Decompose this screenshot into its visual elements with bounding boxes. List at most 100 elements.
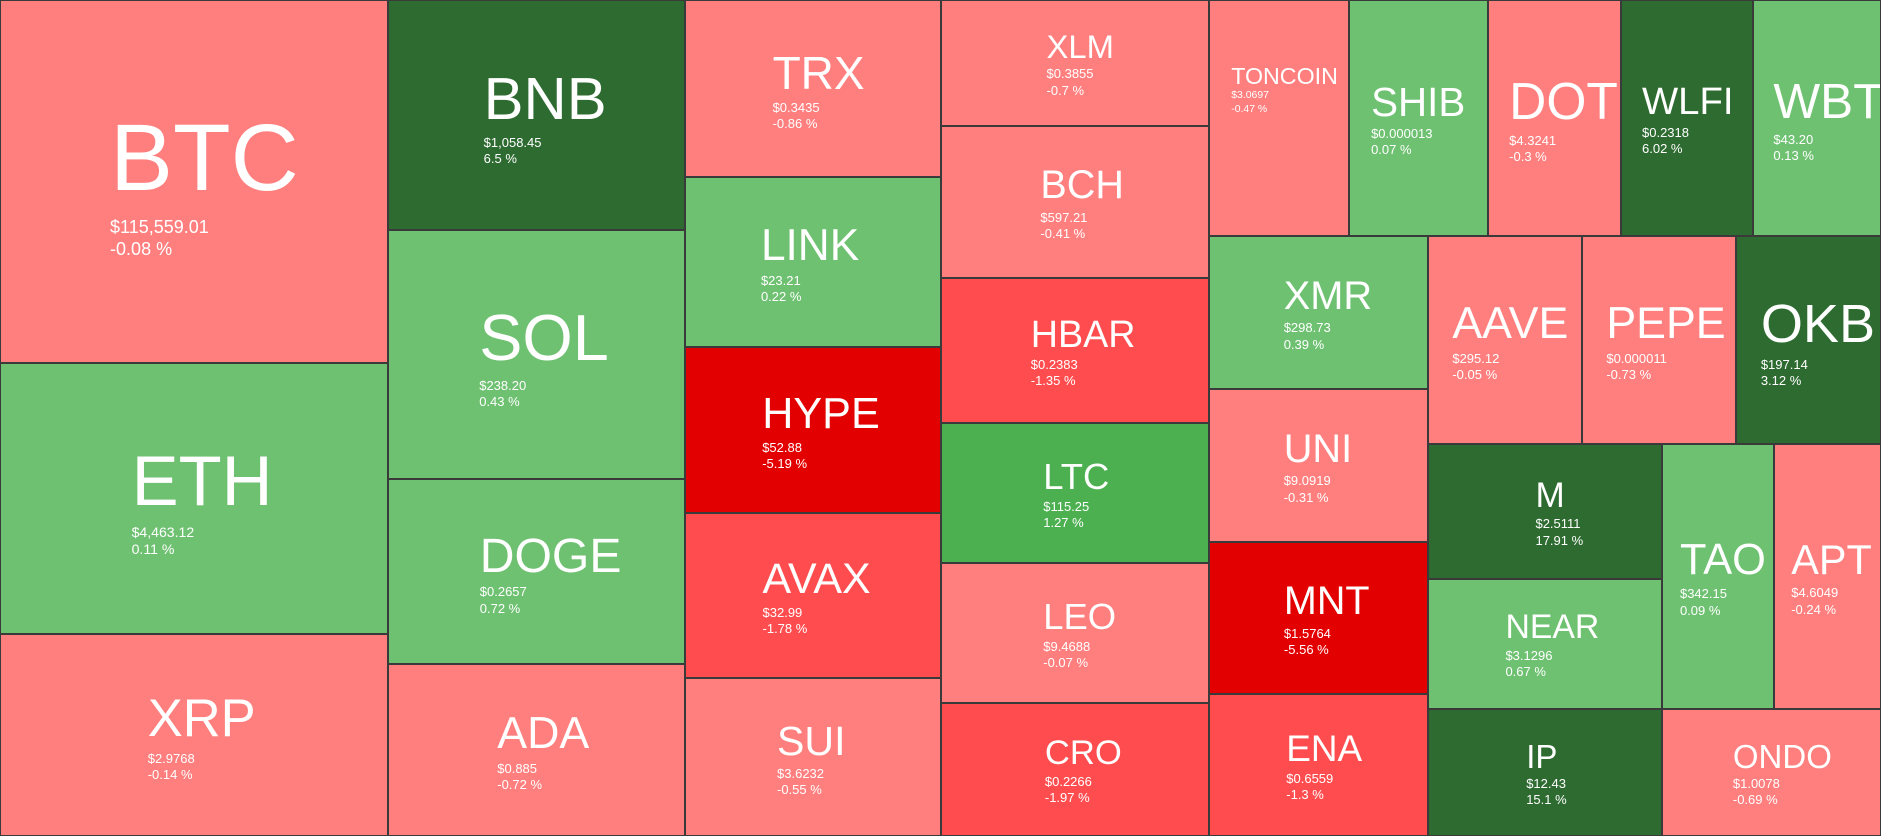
tile-price: $2.5111 — [1535, 516, 1581, 532]
tile-toncoin[interactable]: TONCOIN $3.0697 -0.47 % — [1209, 0, 1349, 236]
tile-sol[interactable]: SOL $238.20 0.43 % — [388, 230, 685, 479]
tile-price: $9.0919 — [1283, 473, 1331, 489]
tile-price: $1,058.45 — [483, 135, 542, 151]
tile-bch[interactable]: BCH $597.21 -0.41 % — [941, 126, 1209, 278]
tile-symbol: OKB — [1760, 294, 1876, 355]
tile-mnt[interactable]: MNT $1.5764 -5.56 % — [1209, 542, 1428, 694]
tile-ada[interactable]: ADA $0.885 -0.72 % — [388, 664, 685, 836]
tile-change: -0.31 % — [1283, 489, 1329, 505]
tile-symbol: IP — [1526, 738, 1558, 776]
tile-price: $597.21 — [1040, 209, 1088, 225]
tile-symbol: MNT — [1283, 579, 1370, 624]
tile-change: -0.3 % — [1509, 149, 1547, 165]
tile-symbol: HYPE — [762, 389, 880, 438]
tile-change: -1.3 % — [1286, 787, 1324, 803]
tile-symbol: XMR — [1283, 273, 1373, 318]
tile-bnb[interactable]: BNB $1,058.45 6.5 % — [388, 0, 685, 230]
tile-shib[interactable]: SHIB $0.000013 0.07 % — [1349, 0, 1488, 236]
tile-wlfi[interactable]: WLFI $0.2318 6.02 % — [1621, 0, 1753, 236]
tile-symbol: AAVE — [1452, 298, 1569, 348]
tile-symbol: XRP — [147, 688, 256, 748]
tile-xmr[interactable]: XMR $298.73 0.39 % — [1209, 236, 1428, 389]
tile-symbol: SUI — [777, 717, 846, 764]
tile-symbol: DOT — [1509, 72, 1618, 131]
tile-change: 0.07 % — [1371, 142, 1412, 158]
tile-btc[interactable]: BTC $115,559.01 -0.08 % — [0, 0, 388, 363]
tile-link[interactable]: LINK $23.21 0.22 % — [685, 177, 941, 347]
tile-change: 0.67 % — [1505, 664, 1546, 680]
tile-price: $342.15 — [1679, 586, 1727, 602]
tile-price: $0.000011 — [1606, 350, 1667, 366]
tile-pepe[interactable]: PEPE $0.000011 -0.73 % — [1582, 236, 1736, 444]
tile-xrp[interactable]: XRP $2.9768 -0.14 % — [0, 634, 388, 836]
tile-symbol: TAO — [1679, 535, 1766, 584]
tile-m[interactable]: M $2.5111 17.91 % — [1428, 444, 1662, 579]
tile-change: -0.72 % — [497, 777, 543, 793]
tile-change: -0.41 % — [1040, 225, 1086, 241]
tile-price: $52.88 — [762, 439, 802, 455]
tile-symbol: APT — [1791, 536, 1872, 583]
tile-price: $238.20 — [479, 377, 527, 393]
tile-sui[interactable]: SUI $3.6232 -0.55 % — [685, 678, 941, 836]
tile-price: $32.99 — [762, 605, 803, 621]
tile-eth[interactable]: ETH $4,463.12 0.11 % — [0, 363, 388, 634]
tile-avax[interactable]: AVAX $32.99 -1.78 % — [685, 513, 941, 678]
tile-change: -0.69 % — [1732, 792, 1778, 808]
tile-change: 6.5 % — [483, 151, 517, 167]
tile-ip[interactable]: IP $12.43 15.1 % — [1428, 709, 1662, 836]
tile-change: -0.14 % — [147, 766, 193, 782]
tile-price: $0.2657 — [479, 584, 527, 600]
tile-uni[interactable]: UNI $9.0919 -0.31 % — [1209, 389, 1428, 542]
tile-price: $295.12 — [1452, 350, 1500, 366]
tile-price: $4.6049 — [1791, 585, 1839, 601]
tile-price: $0.6559 — [1286, 770, 1334, 786]
tile-doge[interactable]: DOGE $0.2657 0.72 % — [388, 479, 685, 664]
tile-symbol: AVAX — [762, 555, 871, 604]
tile-leo[interactable]: LEO $9.4688 -0.07 % — [941, 563, 1209, 703]
tile-ondo[interactable]: ONDO $1.0078 -0.69 % — [1662, 709, 1881, 836]
tile-wbt[interactable]: WBT $43.20 0.13 % — [1753, 0, 1881, 236]
tile-hype[interactable]: HYPE $52.88 -5.19 % — [685, 347, 941, 513]
tile-price: $2.9768 — [147, 750, 195, 766]
tile-symbol: TONCOIN — [1231, 63, 1338, 90]
tile-near[interactable]: NEAR $3.1296 0.67 % — [1428, 579, 1662, 709]
tile-change: -0.73 % — [1606, 367, 1652, 383]
tile-symbol: ADA — [497, 708, 590, 758]
tile-price: $4,463.12 — [131, 523, 195, 540]
tile-symbol: ONDO — [1732, 738, 1832, 776]
tile-change: -0.55 % — [777, 781, 822, 797]
tile-trx[interactable]: TRX $0.3435 -0.86 % — [685, 0, 941, 177]
tile-change: 0.43 % — [479, 393, 520, 409]
tile-price: $1.5764 — [1283, 625, 1331, 641]
tile-hbar[interactable]: HBAR $0.2383 -1.35 % — [941, 278, 1209, 423]
tile-okb[interactable]: OKB $197.14 3.12 % — [1736, 236, 1881, 444]
tile-change: -0.86 % — [772, 116, 818, 132]
tile-symbol: BCH — [1040, 163, 1124, 208]
tile-change: 3.12 % — [1760, 372, 1802, 388]
tile-dot[interactable]: DOT $4.3241 -0.3 % — [1488, 0, 1621, 236]
tile-price: $43.20 — [1773, 131, 1814, 147]
tile-symbol: TRX — [772, 46, 865, 99]
tile-price: $9.4688 — [1043, 638, 1091, 654]
tile-change: -0.7 % — [1046, 82, 1085, 98]
tile-change: 0.72 % — [479, 600, 521, 616]
tile-tao[interactable]: TAO $342.15 0.09 % — [1662, 444, 1774, 709]
tile-aave[interactable]: AAVE $295.12 -0.05 % — [1428, 236, 1582, 444]
tile-price: $23.21 — [760, 272, 801, 288]
tile-price: $115,559.01 — [110, 216, 209, 237]
tile-xlm[interactable]: XLM $0.3855 -0.7 % — [941, 0, 1209, 126]
tile-change: 0.13 % — [1773, 148, 1814, 164]
tile-symbol: ENA — [1286, 727, 1363, 769]
tile-apt[interactable]: APT $4.6049 -0.24 % — [1774, 444, 1881, 709]
tile-change: 0.09 % — [1679, 602, 1721, 618]
tile-price: $115.25 — [1043, 498, 1090, 514]
tile-symbol: M — [1535, 476, 1565, 516]
tile-symbol: WBT — [1773, 74, 1881, 130]
tile-symbol: UNI — [1283, 426, 1353, 471]
tile-ltc[interactable]: LTC $115.25 1.27 % — [941, 423, 1209, 563]
tile-cro[interactable]: CRO $0.2266 -1.97 % — [941, 703, 1209, 836]
tile-change: -0.05 % — [1452, 367, 1498, 383]
tile-ena[interactable]: ENA $0.6559 -1.3 % — [1209, 694, 1428, 836]
tile-price: $0.3435 — [772, 100, 820, 116]
